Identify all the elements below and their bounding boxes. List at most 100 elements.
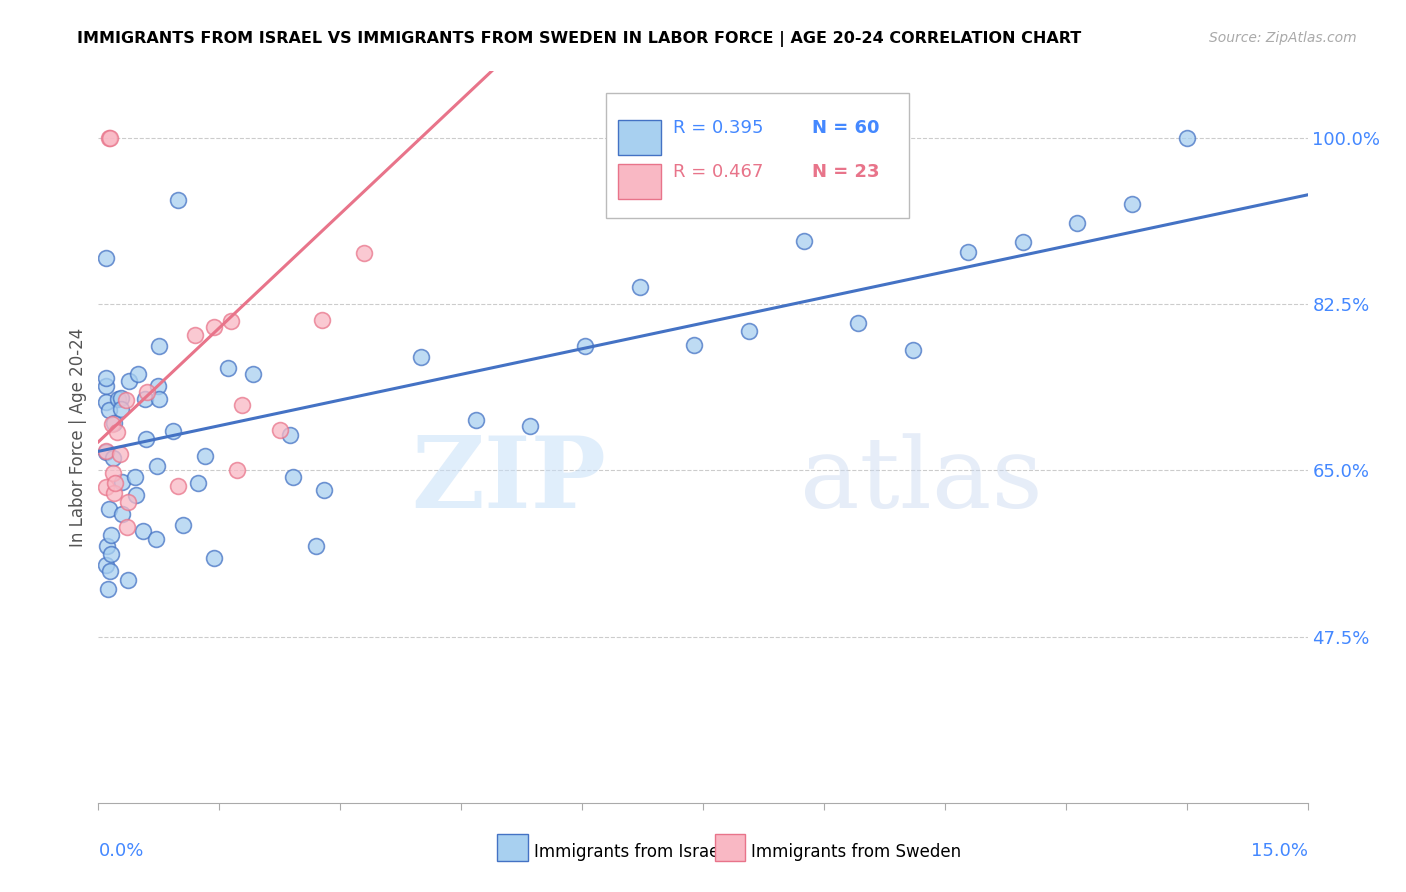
Text: Immigrants from Israel: Immigrants from Israel — [534, 843, 724, 861]
Point — [148, 392, 170, 407]
Bar — [619, 164, 661, 200]
Point — [194, 449, 217, 463]
Point — [134, 392, 156, 406]
Point — [135, 433, 157, 447]
Point — [136, 385, 159, 400]
Point — [117, 495, 139, 509]
Text: ZIP: ZIP — [412, 433, 606, 530]
Point — [101, 417, 124, 432]
Point — [217, 361, 239, 376]
FancyBboxPatch shape — [606, 94, 908, 218]
Point — [96, 445, 118, 459]
Point — [97, 582, 120, 596]
Point — [108, 447, 131, 461]
Text: atlas: atlas — [800, 434, 1042, 529]
Point — [96, 371, 118, 385]
Point — [125, 488, 148, 502]
Y-axis label: In Labor Force | Age 20-24: In Labor Force | Age 20-24 — [69, 327, 87, 547]
Point — [104, 475, 127, 490]
Text: IMMIGRANTS FROM ISRAEL VS IMMIGRANTS FROM SWEDEN IN LABOR FORCE | AGE 20-24 CORR: IMMIGRANTS FROM ISRAEL VS IMMIGRANTS FRO… — [77, 31, 1081, 47]
Point — [98, 402, 121, 417]
Point — [101, 450, 124, 465]
Point — [848, 316, 870, 330]
Text: R = 0.395: R = 0.395 — [672, 119, 763, 136]
Point — [110, 402, 132, 417]
Text: Immigrants from Sweden: Immigrants from Sweden — [751, 843, 962, 861]
Point — [1066, 216, 1088, 230]
Point — [103, 417, 125, 431]
Point — [409, 350, 432, 364]
Bar — [619, 120, 661, 155]
Text: 15.0%: 15.0% — [1250, 842, 1308, 860]
Point — [1121, 197, 1143, 211]
Bar — [498, 833, 527, 862]
Point — [202, 319, 225, 334]
Point — [145, 532, 167, 546]
Point — [105, 425, 128, 439]
Point — [314, 483, 336, 498]
Point — [100, 528, 122, 542]
Point — [98, 502, 121, 516]
Point — [628, 279, 651, 293]
Point — [242, 368, 264, 382]
Point — [98, 131, 121, 145]
Text: N = 23: N = 23 — [811, 163, 879, 181]
Point — [96, 539, 118, 553]
Point — [118, 375, 141, 389]
Point — [793, 235, 815, 249]
Point — [96, 395, 118, 409]
Point — [97, 131, 120, 145]
Bar — [716, 833, 745, 862]
Point — [100, 547, 122, 561]
Text: N = 60: N = 60 — [811, 119, 879, 136]
Point — [96, 251, 118, 265]
Point — [311, 313, 333, 327]
Point — [574, 339, 596, 353]
Point — [103, 486, 125, 500]
Point — [127, 367, 149, 381]
Point — [148, 339, 170, 353]
Point — [111, 507, 134, 521]
Point — [115, 392, 138, 407]
Point — [1011, 235, 1033, 250]
Point — [172, 518, 194, 533]
Point — [226, 463, 249, 477]
Point — [281, 469, 304, 483]
Text: Source: ZipAtlas.com: Source: ZipAtlas.com — [1209, 31, 1357, 45]
Point — [901, 343, 924, 357]
Point — [115, 520, 138, 534]
Point — [107, 392, 129, 407]
Point — [184, 327, 207, 342]
Point — [1175, 131, 1198, 145]
Point — [166, 193, 188, 207]
Point — [101, 466, 124, 480]
Point — [278, 428, 301, 442]
Point — [269, 423, 291, 437]
Point — [305, 539, 328, 553]
Point — [187, 476, 209, 491]
Point — [519, 419, 541, 434]
Point — [131, 524, 153, 538]
Text: R = 0.467: R = 0.467 — [672, 163, 763, 181]
Point — [353, 246, 375, 260]
Point — [124, 470, 146, 484]
Point — [146, 379, 169, 393]
Point — [219, 314, 242, 328]
Point — [96, 379, 118, 393]
Point — [683, 338, 706, 352]
Point — [96, 444, 118, 458]
Point — [117, 573, 139, 587]
Point — [162, 425, 184, 439]
Point — [464, 413, 486, 427]
Point — [231, 398, 253, 412]
Point — [110, 392, 132, 406]
Text: 0.0%: 0.0% — [98, 842, 143, 860]
Point — [100, 564, 122, 578]
Point — [96, 480, 118, 494]
Point — [146, 458, 169, 473]
Point — [96, 558, 118, 572]
Point — [202, 550, 225, 565]
Point — [167, 479, 190, 493]
Point — [738, 325, 761, 339]
Point — [956, 244, 979, 259]
